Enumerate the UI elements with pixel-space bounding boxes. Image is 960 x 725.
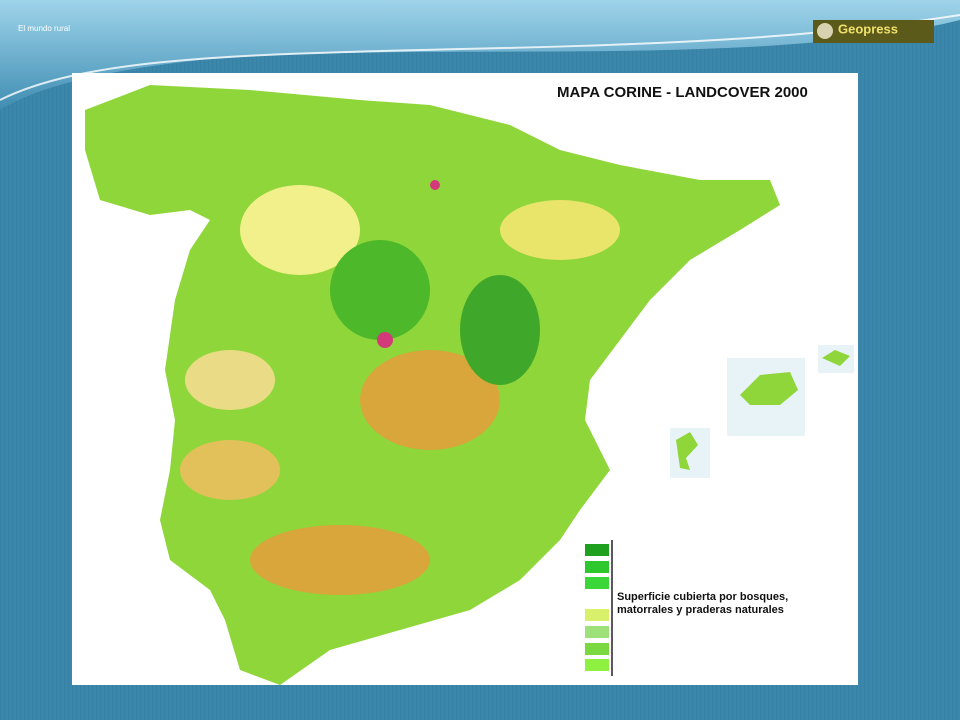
patch (180, 440, 280, 500)
legend-label: matorrales y praderas naturales (617, 604, 784, 616)
logo-box (813, 20, 934, 43)
legend-swatch (585, 544, 609, 556)
island (740, 372, 798, 405)
legend-swatch (585, 643, 609, 655)
patch (460, 275, 540, 385)
logo-icon (817, 23, 833, 39)
legend-swatch (585, 626, 609, 638)
header-band (0, 0, 960, 110)
city (377, 332, 393, 348)
land-patches (180, 180, 620, 595)
patch (185, 350, 275, 410)
legend-swatch (585, 561, 609, 573)
patch (360, 350, 500, 450)
legend-swatch (585, 609, 609, 621)
legend-label: Superficie cubierta por bosques, (617, 591, 788, 603)
patch (240, 185, 360, 275)
island (676, 432, 698, 470)
slide-title: El mundo rural (18, 24, 70, 33)
city (430, 180, 440, 190)
legend: Superficie cubierta por bosques, matorra… (585, 540, 788, 676)
patch (250, 525, 430, 595)
legend-swatch (585, 659, 609, 671)
patch (500, 200, 620, 260)
island (822, 350, 850, 366)
islands (670, 345, 854, 478)
patch (330, 240, 430, 340)
legend-swatch (585, 577, 609, 589)
logo-text: Geopress (838, 21, 898, 36)
map-title: MAPA CORINE - LANDCOVER 2000 (557, 84, 808, 101)
